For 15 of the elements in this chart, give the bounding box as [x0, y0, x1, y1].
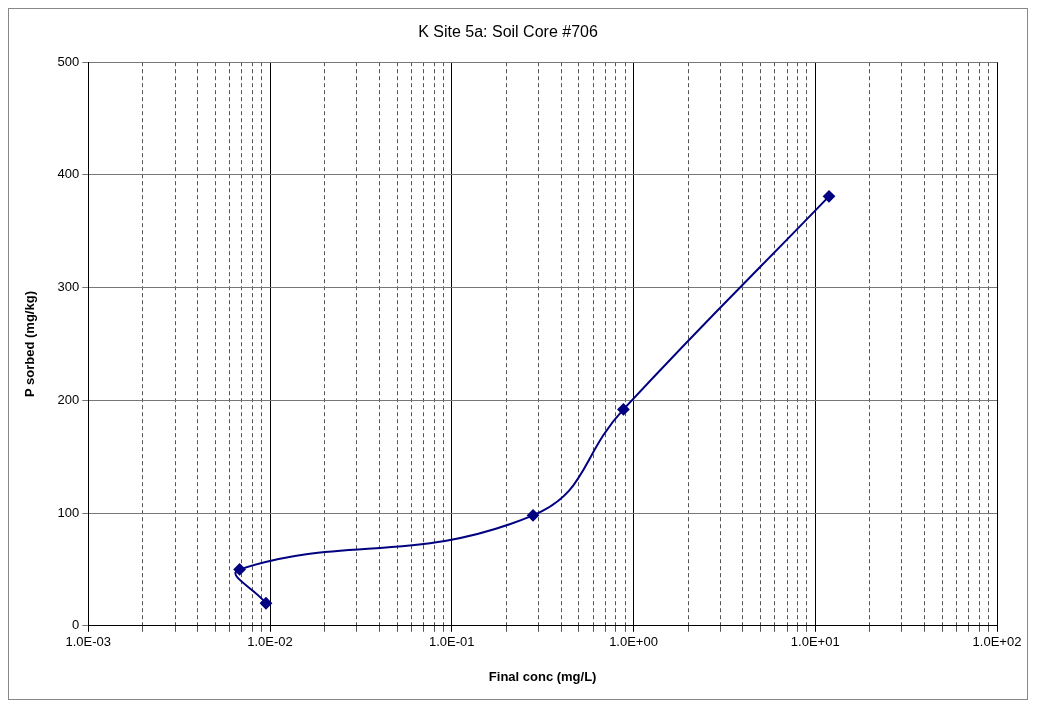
- y-tick-label: 400: [57, 166, 80, 182]
- chart-title: K Site 5a: Soil Core #706: [418, 23, 598, 41]
- x-tick-label: 1.0E+01: [790, 634, 840, 650]
- x-axis-title: Final conc (mg/L): [488, 668, 597, 684]
- y-tick-label: 0: [72, 617, 80, 633]
- x-tick-label: 1.0E-01: [429, 634, 475, 650]
- y-tick-label: 200: [57, 391, 80, 407]
- y-axis-title: P sorbed (mg/kg): [22, 291, 38, 397]
- y-tick-label: 500: [57, 53, 80, 69]
- x-tick-label: 1.0E-03: [65, 634, 112, 650]
- x-tick-label: 1.0E+02: [972, 634, 1022, 650]
- y-tick-label: 300: [57, 279, 80, 295]
- y-tick-label: 100: [57, 504, 80, 520]
- x-tick-label: 1.0E+00: [609, 634, 658, 650]
- x-tick-label: 1.0E-02: [247, 634, 293, 650]
